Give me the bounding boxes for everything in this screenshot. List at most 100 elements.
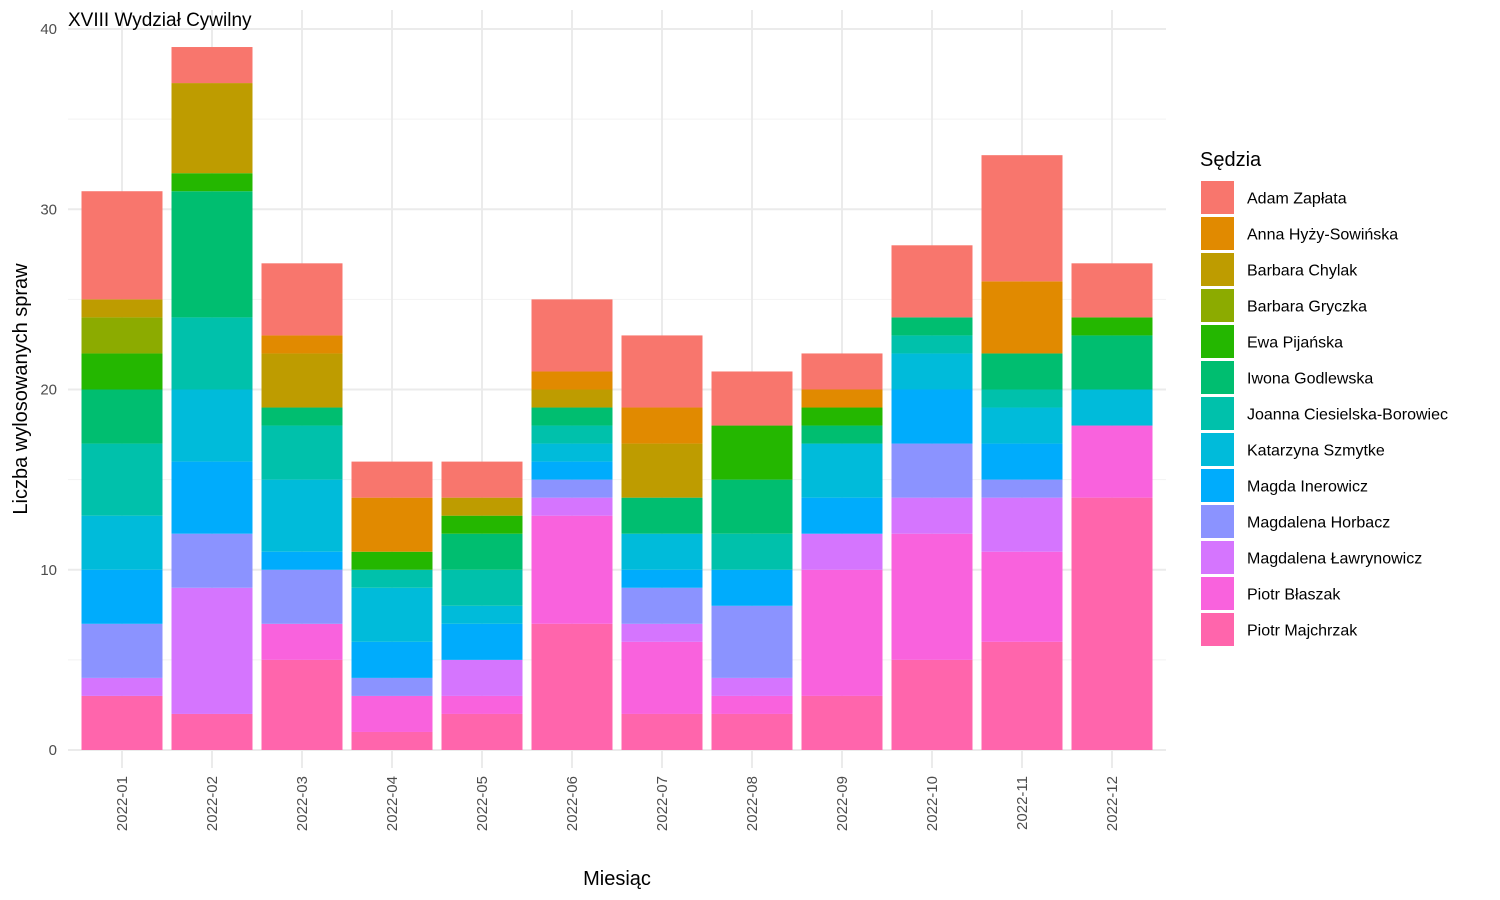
y-tick-label: 30 <box>40 201 57 218</box>
bar-segment <box>621 587 703 624</box>
bar-segment <box>981 281 1063 354</box>
legend-key <box>1201 217 1234 250</box>
bar-segment <box>171 47 253 84</box>
legend-key <box>1201 541 1234 574</box>
bar-segment <box>801 425 883 444</box>
bar-segment <box>441 659 523 696</box>
bar-segment <box>441 569 523 606</box>
y-tick-label: 20 <box>40 382 57 399</box>
bar-segment <box>351 461 433 498</box>
bar-segment <box>621 533 703 570</box>
bar-segment <box>171 713 253 750</box>
bar-segment <box>711 569 793 606</box>
bar-segment <box>711 371 793 426</box>
legend-label: Ewa Pijańska <box>1247 335 1343 352</box>
bar-segment <box>81 569 163 624</box>
bar-segment <box>441 695 523 714</box>
bar-segment <box>81 515 163 570</box>
bar-segment <box>981 407 1063 444</box>
bar-segment <box>441 515 523 534</box>
bar-segment <box>621 497 703 534</box>
x-tick-label: 2022-08 <box>744 776 761 831</box>
bar-segment <box>441 461 523 498</box>
bar-segment <box>171 533 253 588</box>
bar-segment <box>981 497 1063 552</box>
bar-layer <box>81 47 1153 750</box>
x-tick-label: 2022-05 <box>474 776 491 831</box>
bar-segment <box>81 389 163 444</box>
bar-segment <box>891 245 973 318</box>
x-tick-label: 2022-07 <box>654 776 671 831</box>
bar-segment <box>711 677 793 696</box>
bar-segment <box>441 713 523 750</box>
bar-segment <box>621 407 703 444</box>
x-tick-label: 2022-01 <box>114 776 131 831</box>
bar-segment <box>531 497 613 516</box>
bar-segment <box>261 659 343 750</box>
x-tick-label: 2022-06 <box>564 776 581 831</box>
bar-segment <box>981 479 1063 498</box>
bar-segment <box>621 443 703 498</box>
legend-label: Piotr Majchrzak <box>1247 623 1358 640</box>
legend-label: Magdalena Horbacz <box>1247 515 1390 532</box>
bar-segment <box>351 677 433 696</box>
y-tick-label: 10 <box>40 562 57 579</box>
legend-label: Adam Zapłata <box>1247 191 1347 208</box>
bar-segment <box>351 497 433 552</box>
bar-segment <box>801 443 883 498</box>
bar-segment <box>621 335 703 408</box>
legend-key <box>1201 433 1234 466</box>
bar-segment <box>891 533 973 660</box>
bar-segment <box>981 641 1063 750</box>
bar-segment <box>1071 425 1153 498</box>
bar-segment <box>441 605 523 624</box>
bar-segment <box>801 407 883 426</box>
bar-segment <box>801 569 883 696</box>
bar-segment <box>891 353 973 390</box>
legend-key <box>1201 613 1234 646</box>
bar-segment <box>531 623 613 750</box>
bar-segment <box>801 389 883 408</box>
x-tick-label: 2022-10 <box>924 776 941 831</box>
bar-segment <box>531 299 613 372</box>
bar-segment <box>1071 335 1153 390</box>
bar-segment <box>891 389 973 444</box>
bar-segment <box>351 641 433 678</box>
bar-segment <box>981 353 1063 390</box>
x-tick-label: 2022-11 <box>1014 776 1031 830</box>
bar-segment <box>531 479 613 498</box>
bar-segment <box>711 425 793 480</box>
bar-segment <box>981 155 1063 282</box>
bar-segment <box>171 317 253 390</box>
bar-segment <box>441 623 523 660</box>
bar-segment <box>261 263 343 336</box>
bar-segment <box>621 623 703 642</box>
x-tick-label: 2022-12 <box>1104 776 1121 831</box>
bar-segment <box>351 731 433 750</box>
x-tick-label: 2022-03 <box>294 776 311 831</box>
bar-segment <box>171 461 253 534</box>
legend-label: Barbara Chylak <box>1247 263 1358 280</box>
legend-label: Piotr Błaszak <box>1247 587 1341 604</box>
bar-segment <box>621 641 703 714</box>
bar-segment <box>531 407 613 426</box>
legend-label: Iwona Godlewska <box>1247 371 1373 388</box>
legend-label: Katarzyna Szmytke <box>1247 443 1385 460</box>
bar-segment <box>81 623 163 678</box>
legend-title: Sędzia <box>1200 149 1262 171</box>
bar-segment <box>261 479 343 552</box>
bar-segment <box>891 317 973 336</box>
legend-key <box>1201 397 1234 430</box>
bar-segment <box>261 425 343 480</box>
legend-label: Barbara Gryczka <box>1247 299 1367 316</box>
legend-items: Adam Zapłata Anna Hyży-Sowińska Barbara Ch… <box>1201 181 1448 646</box>
bar-segment <box>261 335 343 354</box>
bar-segment <box>621 713 703 750</box>
bar-segment <box>171 191 253 318</box>
bar-segment <box>81 695 163 750</box>
legend-key <box>1201 361 1234 394</box>
bar-segment <box>81 353 163 390</box>
legend-key <box>1201 181 1234 214</box>
bar-segment <box>531 389 613 408</box>
